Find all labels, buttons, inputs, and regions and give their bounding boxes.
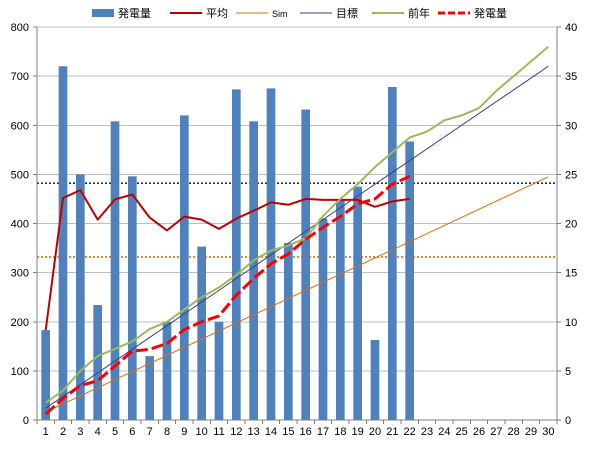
bar: [145, 356, 154, 420]
x-tick-label: 28: [508, 426, 520, 438]
x-tick-label: 11: [213, 426, 224, 438]
legend-label: 前年: [408, 6, 430, 20]
y-left-tick-label: 300: [11, 268, 29, 280]
y-left-tick-label: 400: [11, 219, 29, 231]
bar: [76, 174, 85, 420]
bar: [58, 66, 68, 421]
bar: [232, 89, 241, 421]
legend-label: Sim: [272, 9, 288, 19]
legend: 発電量 平均 Sim 目標 前年 発電量: [92, 6, 507, 20]
series-line-5: [45, 45, 549, 404]
x-tick-label: 20: [369, 426, 381, 438]
bar: [214, 321, 224, 420]
y-right-tick-label: 35: [565, 71, 577, 83]
x-tick-label: 16: [300, 426, 312, 438]
y-left-tick-label: 0: [23, 415, 29, 427]
axes-layer: [33, 26, 561, 424]
bar: [266, 88, 276, 420]
bars-layer: [41, 66, 414, 421]
bar: [336, 198, 345, 420]
x-tick-label: 26: [473, 426, 485, 438]
x-tick-label: 23: [421, 426, 433, 438]
legend-label: 発電量: [474, 6, 507, 20]
y-right-tick-label: 5: [565, 366, 571, 378]
bar: [128, 176, 137, 420]
legend-label: 目標: [336, 6, 358, 20]
x-tick-label: 10: [196, 426, 208, 438]
x-tick-label: 1: [43, 426, 49, 438]
bar: [284, 243, 293, 420]
x-tick-label: 25: [456, 426, 468, 438]
y-right-tick-label: 10: [565, 317, 577, 329]
series-line-2: [44, 189, 410, 331]
x-tick-label: 13: [248, 426, 260, 438]
x-tick-label: 9: [181, 426, 187, 438]
y-left-tick-label: 700: [11, 71, 29, 83]
grid-layer: [37, 26, 557, 421]
y-left-tick-label: 600: [11, 120, 29, 132]
bar: [162, 321, 172, 420]
legend-item-2: 平均: [170, 7, 228, 20]
bar: [353, 186, 362, 420]
lines-layer: [44, 45, 549, 416]
x-tick-label: 19: [352, 426, 364, 438]
x-tick-label: 22: [404, 426, 416, 438]
x-tick-label: 5: [112, 426, 118, 438]
x-tick-label: 29: [525, 426, 537, 438]
y-left-tick-label: 200: [11, 317, 29, 329]
legend-item-3: Sim: [236, 9, 288, 19]
y-right-tick-label: 20: [565, 219, 577, 231]
x-tick-label: 7: [147, 426, 153, 438]
bar: [318, 218, 328, 420]
bar: [110, 121, 120, 420]
y-right-tick-label: 40: [565, 22, 577, 34]
legend-swatch: [92, 9, 114, 17]
x-tick-label: 2: [60, 426, 66, 438]
x-tick-label: 27: [490, 426, 502, 438]
y-right-tick-label: 25: [565, 169, 577, 181]
bar: [388, 86, 397, 421]
x-tick-label: 24: [438, 426, 450, 438]
series-line-6: [44, 174, 411, 416]
x-tick-label: 8: [164, 426, 170, 438]
bar: [41, 330, 50, 420]
y-left-tick-label: 100: [11, 366, 29, 378]
ticks-layer: 1 2 3 4 5 6 7 8 9 10 11 12 13 14 15 16 17 18 19 20 21 22 23 24 2…: [11, 22, 578, 438]
legend-item-5: 前年: [372, 6, 430, 20]
x-tick-label: 4: [95, 426, 101, 438]
bar: [249, 121, 258, 420]
legend-label: 発電量: [118, 6, 151, 20]
y-right-tick-label: 0: [565, 415, 571, 427]
x-tick-label: 18: [334, 426, 346, 438]
bar: [301, 109, 310, 420]
x-tick-label: 15: [282, 426, 294, 438]
bar: [93, 305, 102, 420]
legend-label: 平均: [206, 7, 228, 20]
x-tick-label: 14: [265, 426, 277, 438]
x-tick-label: 17: [317, 426, 329, 438]
y-left-tick-label: 800: [11, 22, 29, 34]
x-tick-label: 3: [77, 426, 83, 438]
x-tick-label: 12: [230, 426, 242, 438]
series-line-4: [45, 65, 549, 409]
x-tick-label: 6: [129, 426, 135, 438]
reference-lines-layer: [37, 182, 557, 258]
bar: [197, 246, 206, 420]
legend-item-4: 目標: [300, 6, 358, 20]
y-left-tick-label: 500: [11, 169, 29, 181]
series-line-3: [45, 176, 549, 413]
legend-item-1: 発電量: [92, 6, 151, 20]
x-tick-label: 30: [542, 426, 554, 438]
legend-item-6: 発電量: [438, 6, 507, 20]
bar: [370, 339, 380, 420]
bar: [180, 115, 189, 421]
x-tick-label: 21: [386, 426, 398, 438]
bar: [405, 141, 414, 420]
y-right-tick-label: 15: [565, 268, 577, 280]
y-right-tick-label: 30: [565, 120, 577, 132]
